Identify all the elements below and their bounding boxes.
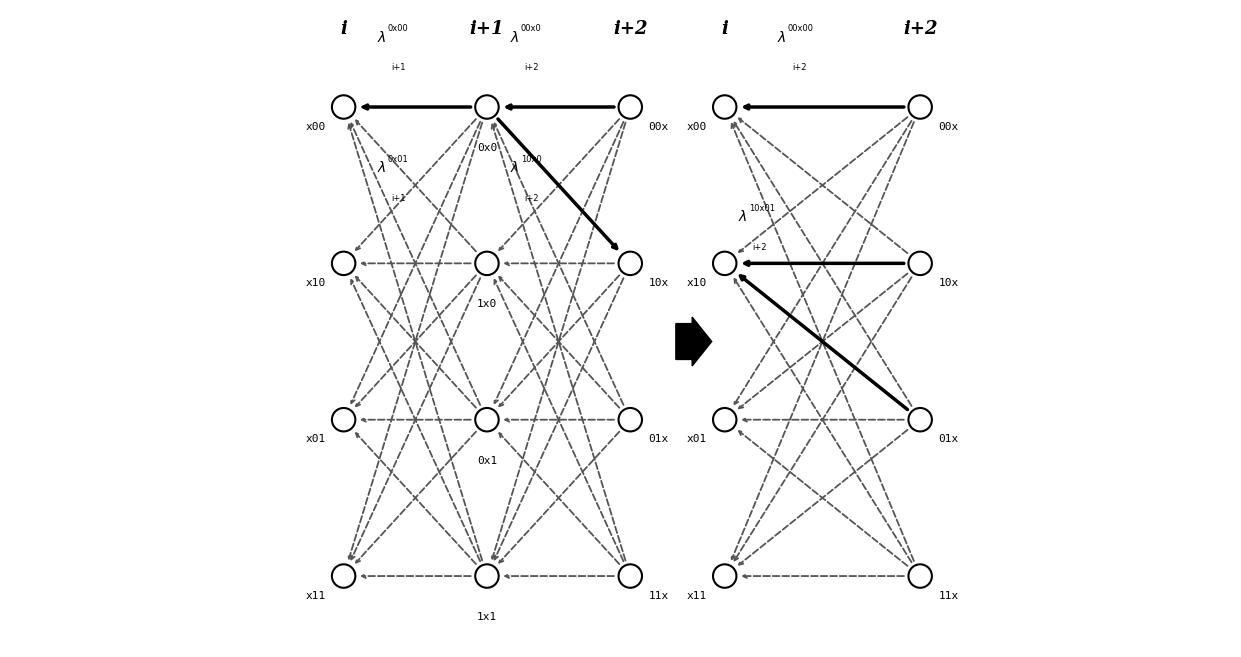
Circle shape <box>714 252 736 275</box>
Circle shape <box>618 252 642 275</box>
FancyArrow shape <box>676 317 711 366</box>
Circle shape <box>714 564 736 588</box>
Text: 00x: 00x <box>649 122 669 131</box>
Text: i: i <box>721 20 728 38</box>
Circle shape <box>475 564 499 588</box>
Text: x10: x10 <box>686 278 706 288</box>
Text: i+1: i+1 <box>391 63 406 72</box>
Text: 00x: 00x <box>938 122 958 131</box>
Text: $\lambda$: $\lambda$ <box>510 160 520 175</box>
Text: x01: x01 <box>305 434 325 444</box>
Text: x00: x00 <box>686 122 706 131</box>
Circle shape <box>331 95 355 119</box>
Text: 0x00: 0x00 <box>387 24 408 34</box>
Circle shape <box>908 95 932 119</box>
Circle shape <box>618 564 642 588</box>
Text: 0x0: 0x0 <box>477 143 498 153</box>
Circle shape <box>908 564 932 588</box>
Text: 10x0: 10x0 <box>521 154 541 164</box>
Text: 00x00: 00x00 <box>788 24 814 34</box>
Circle shape <box>475 252 499 275</box>
Text: $\lambda$: $\lambda$ <box>738 210 747 224</box>
Text: i+2: i+2 <box>903 20 937 38</box>
Text: 10x: 10x <box>938 278 958 288</box>
Text: 01x: 01x <box>938 434 958 444</box>
Circle shape <box>618 95 642 119</box>
Text: i+1: i+1 <box>469 20 504 38</box>
Text: $\lambda$: $\lambda$ <box>510 30 520 45</box>
Text: 1x0: 1x0 <box>477 299 498 309</box>
Text: i+2: i+2 <box>525 194 540 202</box>
Text: x11: x11 <box>686 591 706 600</box>
Circle shape <box>908 252 932 275</box>
Text: 11x: 11x <box>938 591 958 600</box>
Circle shape <box>331 252 355 275</box>
Text: i+2: i+2 <box>753 242 767 252</box>
Circle shape <box>331 408 355 432</box>
Text: 01x: 01x <box>649 434 669 444</box>
Circle shape <box>475 408 499 432</box>
Circle shape <box>714 95 736 119</box>
Text: i: i <box>340 20 347 38</box>
Text: i+1: i+1 <box>391 194 406 202</box>
Text: 0x1: 0x1 <box>477 455 498 466</box>
Circle shape <box>908 408 932 432</box>
Text: x00: x00 <box>305 122 325 131</box>
Text: x10: x10 <box>305 278 325 288</box>
Text: 11x: 11x <box>649 591 669 600</box>
Text: $\lambda$: $\lambda$ <box>376 160 386 175</box>
Text: 0x01: 0x01 <box>387 154 408 164</box>
Circle shape <box>618 408 642 432</box>
Text: x11: x11 <box>305 591 325 600</box>
Text: i+2: i+2 <box>792 63 807 72</box>
Text: x01: x01 <box>686 434 706 444</box>
Text: $\lambda$: $\lambda$ <box>777 30 787 45</box>
Text: $\lambda$: $\lambda$ <box>376 30 386 45</box>
Circle shape <box>475 95 499 119</box>
Circle shape <box>714 408 736 432</box>
Circle shape <box>331 564 355 588</box>
Text: 10x01: 10x01 <box>748 204 774 213</box>
Text: 00x0: 00x0 <box>521 24 541 34</box>
Text: 1x1: 1x1 <box>477 612 498 622</box>
Text: 10x: 10x <box>649 278 669 288</box>
Text: i+2: i+2 <box>525 63 540 72</box>
Text: i+2: i+2 <box>613 20 648 38</box>
